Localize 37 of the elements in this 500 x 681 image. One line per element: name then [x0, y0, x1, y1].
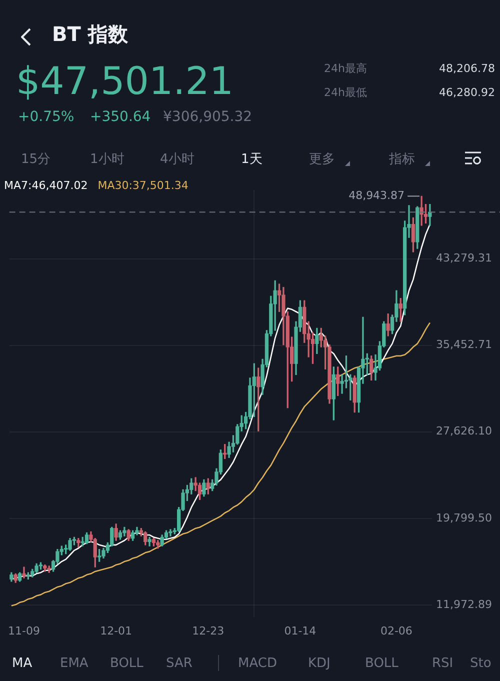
text: 4小时: [160, 152, 194, 167]
x-tick-label: 12-23: [192, 624, 224, 638]
text: 24h最低: [324, 86, 367, 99]
text: 15分: [21, 152, 51, 167]
text: KDJ: [308, 656, 330, 671]
text: $47,501.21: [16, 59, 234, 103]
text: MA30:37,501.34: [98, 178, 188, 192]
text: 48,206.78: [439, 62, 495, 75]
text: 24h最高: [324, 62, 367, 75]
y-tick-label: 19,799.50: [436, 511, 492, 524]
x-tick-label: 12-01: [100, 624, 132, 638]
text: 46,280.92: [439, 86, 495, 99]
text: EMA: [60, 656, 88, 671]
x-tick-label: 01-14: [284, 624, 316, 638]
text: 指标: [389, 152, 415, 167]
y-tick-label: 27,626.10: [436, 424, 492, 438]
text: ¥306,905.32: [163, 109, 252, 125]
text: MA: [12, 656, 32, 671]
chart-title: BT 指数: [52, 22, 128, 46]
y-tick-label: 43,279.31: [436, 252, 492, 265]
y-tick-label: 35,452.71: [436, 338, 492, 352]
text: 1小时: [90, 152, 124, 167]
text: 更多: [309, 152, 335, 167]
x-tick-label: 02-06: [380, 624, 412, 638]
text: BOLL: [110, 656, 144, 671]
text: +350.64: [90, 109, 151, 125]
text: 1天: [241, 152, 262, 167]
x-tick-label: 11-09: [8, 624, 40, 638]
text: MACD: [238, 656, 277, 671]
text: RSI: [432, 656, 454, 671]
text: +0.75%: [18, 109, 74, 125]
text: Sto: [470, 656, 492, 671]
annotation: 48,943.87: [348, 189, 405, 202]
y-tick-label: 11,972.89: [436, 598, 492, 611]
text: MA7:46,407.02: [4, 178, 88, 192]
text: BOLL: [365, 656, 398, 671]
text: SAR: [166, 656, 192, 671]
